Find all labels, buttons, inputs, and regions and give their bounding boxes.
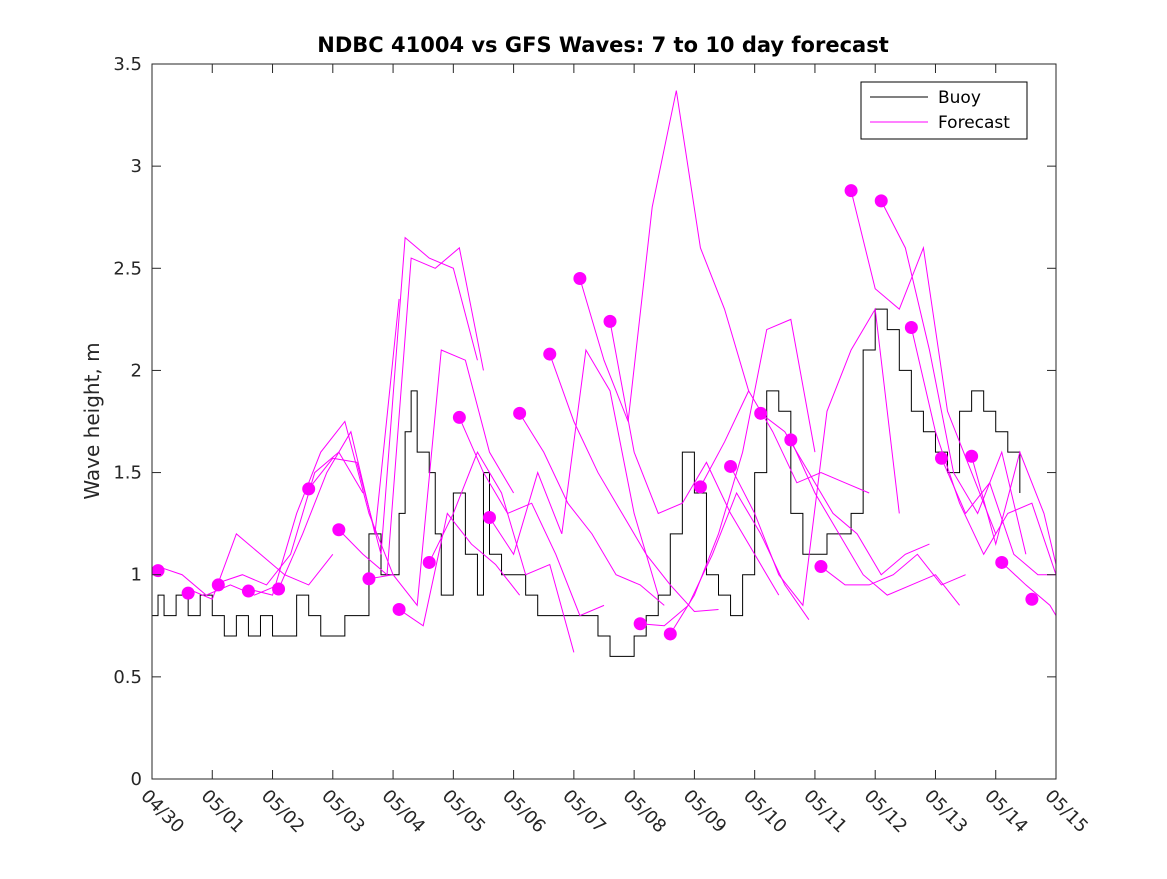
forecast-line-12 xyxy=(519,413,665,606)
x-tick-label: 05/01 xyxy=(197,786,249,838)
buoy-line xyxy=(152,308,1021,657)
forecast-line-2 xyxy=(218,451,364,586)
forecast-start-point xyxy=(603,314,617,328)
x-tick-label: 05/08 xyxy=(619,786,671,838)
forecast-line-24 xyxy=(880,200,1027,555)
forecast-start-point xyxy=(241,584,255,598)
forecast-line-14 xyxy=(579,90,750,422)
forecast-start-point xyxy=(934,451,948,465)
x-tick-label: 05/11 xyxy=(799,786,851,838)
x-tick-label: 05/10 xyxy=(739,786,791,838)
y-tick-label: 3 xyxy=(131,156,142,177)
y-tick-label: 0 xyxy=(131,769,142,790)
x-tick-label: 05/14 xyxy=(980,786,1032,838)
forecast-line-28 xyxy=(1001,562,1057,616)
forecast-start-point xyxy=(693,480,707,494)
forecast-line-26 xyxy=(941,458,1056,576)
forecast-line-18 xyxy=(699,389,870,494)
forecast-start-point xyxy=(633,617,647,631)
forecast-line-15 xyxy=(609,321,780,596)
forecast-start-point xyxy=(995,555,1009,569)
x-tick-label: 04/30 xyxy=(136,786,188,838)
forecast-start-point xyxy=(181,586,195,600)
x-tick-label: 05/05 xyxy=(438,786,490,838)
x-tick-label: 05/02 xyxy=(257,786,309,838)
forecast-start-point xyxy=(151,564,165,578)
forecast-start-point xyxy=(754,406,768,420)
chart-title: NDBC 41004 vs GFS Waves: 7 to 10 day for… xyxy=(317,33,888,57)
forecast-start-point xyxy=(814,560,828,574)
forecast-line-25 xyxy=(910,327,1057,575)
x-tick-label: 05/09 xyxy=(679,786,731,838)
forecast-line-22 xyxy=(820,553,966,586)
y-tick-label: 2 xyxy=(131,360,142,381)
forecast-start-point xyxy=(362,572,376,586)
forecast-start-point xyxy=(543,347,557,361)
forecast-start-point xyxy=(513,406,527,420)
forecast-line-16 xyxy=(640,491,810,627)
forecast-start-point xyxy=(874,194,888,208)
forecast-start-point xyxy=(332,523,346,537)
forecast-line-10 xyxy=(458,417,605,617)
x-tick-label: 05/03 xyxy=(317,786,369,838)
forecast-line-19 xyxy=(730,307,900,607)
forecast-start-point xyxy=(784,433,798,447)
forecast-line-13 xyxy=(549,353,719,613)
forecast-line-5 xyxy=(308,236,478,555)
forecast-line-1 xyxy=(187,533,334,600)
legend-box xyxy=(860,81,1028,140)
forecast-start-point xyxy=(211,578,225,592)
forecast-start-point xyxy=(392,602,406,616)
legend-label-buoy: Buoy xyxy=(938,88,981,108)
forecast-start-point xyxy=(1025,592,1039,606)
y-tick-label: 1 xyxy=(131,565,142,586)
forecast-start-point xyxy=(482,511,496,525)
x-tick-label: 05/15 xyxy=(1040,786,1092,838)
forecast-start-point xyxy=(844,184,858,198)
forecast-start-point xyxy=(302,482,316,496)
forecast-line-23 xyxy=(850,190,997,535)
x-tick-label: 05/04 xyxy=(378,786,430,838)
legend: Buoy Forecast xyxy=(860,81,1028,140)
forecast-start-point xyxy=(573,272,587,285)
axes-layer: 00.511.522.533.504/30 05/01 05/02 05/03 05/0… xyxy=(113,54,1092,837)
forecast-line-7 xyxy=(368,349,515,607)
forecast-start-point xyxy=(904,321,918,335)
forecast-start-point xyxy=(965,449,979,463)
plot-layer xyxy=(151,90,1057,657)
y-tick-label: 1.5 xyxy=(113,463,142,484)
forecast-line-8 xyxy=(398,512,521,627)
forecast-line-17 xyxy=(669,318,816,635)
y-axis-label: Wave height, m xyxy=(80,342,104,499)
forecast-line-3 xyxy=(248,420,394,596)
forecast-start-point xyxy=(452,410,466,424)
x-tick-label: 05/12 xyxy=(860,786,912,838)
forecast-line-9 xyxy=(428,451,575,653)
forecast-line-6 xyxy=(338,246,484,576)
legend-label-forecast: Forecast xyxy=(938,113,1010,133)
forecast-start-point xyxy=(663,627,677,641)
forecast-line-21 xyxy=(790,439,960,606)
y-tick-label: 0.5 xyxy=(113,667,142,688)
forecast-line-11 xyxy=(489,348,659,596)
x-tick-label: 05/07 xyxy=(558,786,610,838)
x-tick-label: 05/13 xyxy=(920,786,972,838)
forecast-start-point xyxy=(272,582,286,596)
forecast-start-point xyxy=(724,459,738,473)
forecast-start-point xyxy=(422,555,436,569)
y-tick-label: 3.5 xyxy=(113,54,142,75)
x-tick-label: 05/06 xyxy=(498,786,550,838)
forecast-line-4 xyxy=(278,298,400,590)
axes-box xyxy=(151,63,1057,780)
forecast-line-27 xyxy=(971,450,1057,565)
y-tick-label: 2.5 xyxy=(113,258,142,279)
